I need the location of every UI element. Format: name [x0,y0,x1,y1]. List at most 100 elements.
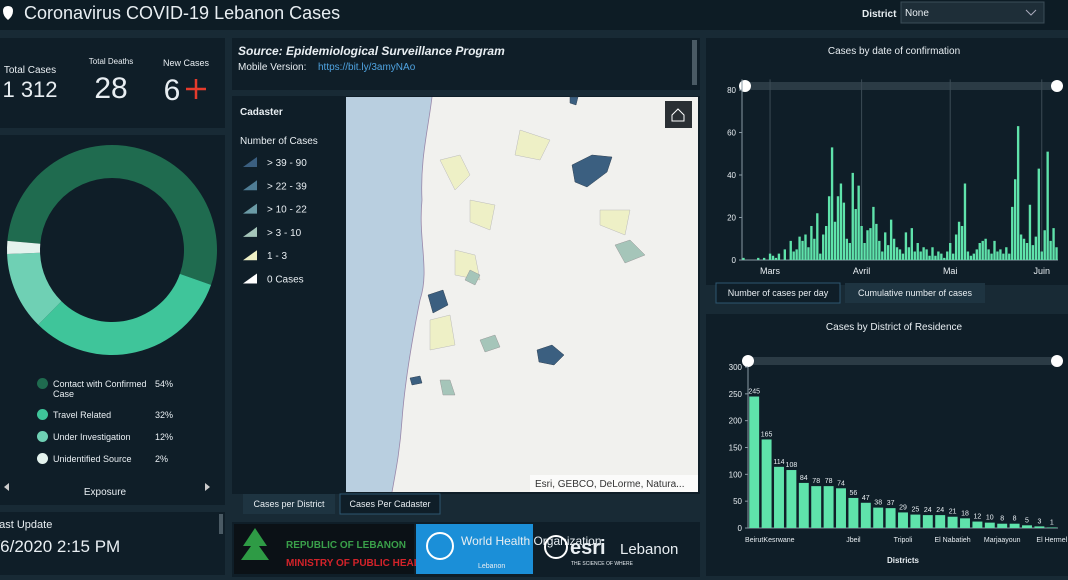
bar [935,515,946,528]
district-select[interactable] [900,1,1045,24]
esri-name: esri [570,537,606,559]
bar [949,243,952,260]
coastline [391,96,433,493]
legend-subtitle: Number of Cases [240,136,318,147]
bar [757,257,760,260]
y-tick-label: 250 [729,390,743,399]
bar [895,247,899,260]
bar [885,508,896,528]
bar [816,213,819,260]
legend-swatch [243,157,257,167]
bar [972,253,976,260]
map-tab-label: Cases Per Cadaster [349,499,430,509]
bar [819,253,822,260]
y-tick-label: 50 [733,497,742,506]
bar [833,221,837,260]
value-label: 74 [837,480,845,487]
bar [931,247,934,260]
bar [1005,247,1008,260]
stat-value: 1 312 [2,77,57,102]
donut-segment [6,240,41,255]
y-tick-label: 300 [729,363,743,372]
range-slider[interactable] [745,82,1058,90]
chart-tab[interactable] [845,283,985,303]
map-tab-label: Cases per District [253,499,325,509]
bar [1025,243,1029,260]
map-tab[interactable] [243,494,335,514]
source-panel [232,38,700,90]
y-tick-label: 40 [727,171,736,180]
home-button[interactable] [665,101,692,128]
legend-value: 12% [155,432,174,442]
x-tick-label: Kesrwane [763,537,794,544]
prev-arrow[interactable] [4,483,9,491]
legend-value: 54% [155,379,174,389]
bar [774,257,778,260]
bar [789,240,792,260]
stats-panel [0,38,225,128]
bar [1031,245,1035,260]
who-country: Lebanon [478,563,505,570]
bar [771,255,775,260]
bar [798,236,801,260]
bar [1022,525,1032,528]
x-tick-label: Tripoli [894,537,913,544]
value-label: 5 [1025,517,1029,524]
filter-label: District [862,9,897,20]
legend-swatch [37,431,48,442]
chart-tab-active[interactable] [715,282,841,304]
bar [946,251,949,260]
legend-label: > 3 - 10 [267,228,302,239]
bar [904,232,908,260]
value-label: 3 [1037,518,1041,525]
x-tick-label: Mai [943,266,958,276]
bar [836,196,840,260]
bar [749,396,760,528]
donut-segment [38,273,212,355]
x-tick-label: Mars [760,266,780,276]
bar [873,507,884,528]
legend-swatch [243,203,257,214]
bar [768,253,772,260]
y-tick-label: 20 [727,214,736,223]
bar [1022,238,1026,260]
bar [969,255,973,260]
bar [845,238,849,260]
value-label: 1 [1050,519,1054,526]
bar [937,251,940,260]
value-label: 78 [825,478,833,485]
bar [807,247,810,260]
home-icon [671,108,685,122]
chart-title: Cases by District of Residence [826,322,963,333]
bar [1049,240,1052,260]
next-arrow[interactable] [205,483,210,491]
map-tab-active[interactable] [339,493,441,515]
bar [993,240,996,260]
bar [866,230,869,260]
range-slider[interactable] [748,357,1058,365]
slider-handle[interactable] [1051,355,1063,367]
bar [851,172,854,260]
bar [898,249,902,260]
slider-handle[interactable] [742,355,754,367]
bar [1052,228,1055,260]
bar [957,221,961,260]
cedar-icon [241,528,269,560]
mobile-link[interactable]: https://bit.ly/3amyNAo [318,62,416,73]
bar [951,253,955,260]
legend-label: > 22 - 39 [267,181,307,192]
y-tick-label: 0 [738,524,743,533]
legend-label: 0 Cases [267,275,304,286]
slider-handle[interactable] [1051,80,1063,92]
bar [830,147,834,260]
bar [878,240,881,260]
bar [777,253,781,260]
bar [786,470,797,528]
legend-swatch [243,226,257,237]
bar [943,257,946,260]
chart-tab-label: Number of cases per day [728,288,829,298]
bar [1043,230,1046,260]
bar [975,249,978,260]
bar [774,466,784,528]
bar [963,183,967,260]
